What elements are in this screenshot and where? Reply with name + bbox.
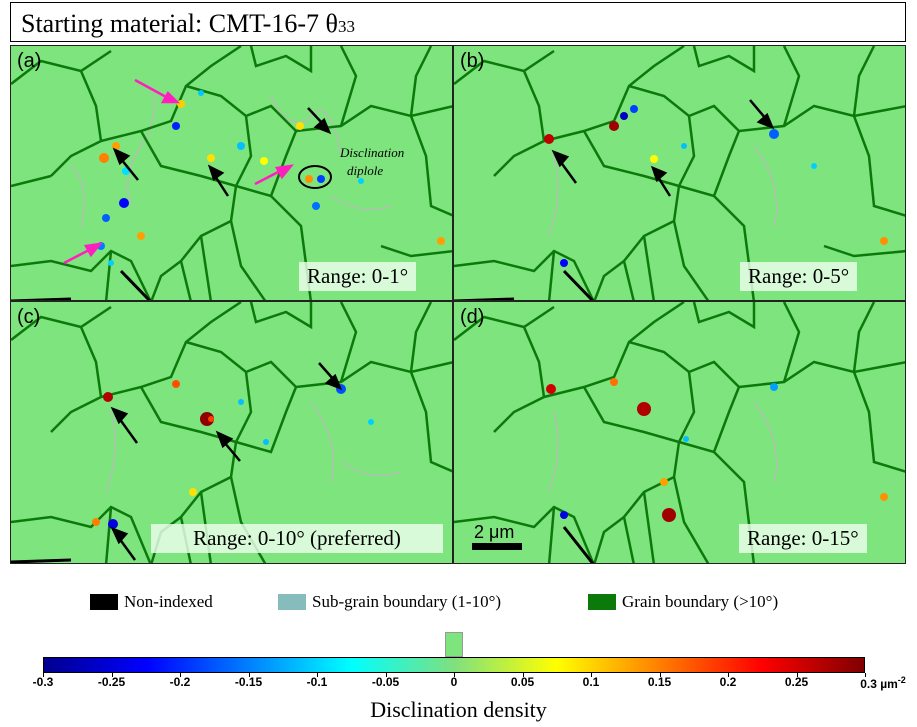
- figure-title-subscript: 33: [337, 17, 355, 36]
- colorbar-tick-mark: [111, 673, 113, 677]
- panel-b-range: Range: 0-5°: [740, 262, 858, 291]
- colorbar-tick-label: -0.25: [97, 675, 126, 689]
- colorbar-tick-label: -0.3: [32, 675, 54, 689]
- legend-grain-label: Grain boundary (>10°): [622, 592, 779, 611]
- colorbar-tick-mark: [180, 673, 181, 677]
- legend-sub-grain-label: Sub-grain boundary (1-10°): [312, 592, 502, 611]
- colorbar-tick-mark: [796, 673, 798, 677]
- panel-b-label: (b): [460, 50, 485, 72]
- colorbar: [43, 657, 865, 673]
- colorbar-label: Disclination density: [370, 697, 547, 722]
- colorbar-tick-mark: [317, 673, 318, 677]
- legend-non-indexed: Non-indexed: [90, 592, 213, 612]
- panel-c-range: Range: 0-10° (preferred): [151, 524, 443, 553]
- panel-c-label: (c): [17, 306, 41, 328]
- legend-sub-grain: Sub-grain boundary (1-10°): [278, 592, 501, 612]
- colorbar-tick-mark: [43, 673, 44, 677]
- colorbar-tick-value: 0.3: [860, 677, 881, 691]
- panel-a-range: Range: 0-1°: [299, 262, 417, 291]
- figure-title-main: Starting material: CMT-16-7 θ: [21, 9, 338, 38]
- colorbar-tick-label: -0.05: [371, 675, 400, 689]
- colorbar-tick-mark: [865, 673, 866, 677]
- panel-d-range: Range: 0-15°: [739, 524, 867, 553]
- panel-c: (c) Range: 0-10° (preferred): [10, 301, 453, 564]
- panel-d: 2 μm (d) Range: 0-15°: [453, 301, 906, 564]
- colorbar-tick-label: 0.05: [510, 675, 535, 689]
- figure-title: Starting material: CMT-16-7 θ33: [21, 9, 355, 39]
- colorbar-tick-label: 0.2: [719, 675, 737, 689]
- diplole-circle: [298, 165, 332, 189]
- colorbar-unit-exponent: -2: [897, 675, 906, 685]
- panel-a: Disclination diplole (a) Range: 0-1°: [10, 45, 453, 301]
- panel-b: (b) Range: 0-5°: [453, 45, 906, 301]
- scale-bar-label: 2 μm: [474, 522, 514, 542]
- swatch-non-indexed: [90, 594, 118, 610]
- colorbar-tick-label: 0.25: [784, 675, 809, 689]
- colorbar-tick-label: -0.15: [234, 675, 263, 689]
- colorbar-tick-label: 0.1: [582, 675, 600, 689]
- legend-grain: Grain boundary (>10°): [588, 592, 778, 612]
- colorbar-tick-label: 0.15: [647, 675, 672, 689]
- scale-bar: 2 μm: [472, 522, 522, 550]
- colorbar-tick-label: -0.1: [306, 675, 328, 689]
- colorbar-tick-mark: [454, 673, 455, 677]
- panel-a-label: (a): [17, 50, 42, 72]
- colorbar-tick-mark: [248, 673, 250, 677]
- colorbar-tick-mark: [728, 673, 729, 677]
- swatch-sub-grain: [278, 594, 306, 610]
- figure-title-bar: Starting material: CMT-16-7 θ33: [10, 2, 906, 42]
- colorbar-unit: µm: [880, 677, 898, 691]
- colorbar-tick-label: 0.3 µm-2: [860, 675, 906, 691]
- colorbar-tick-label: -0.2: [169, 675, 191, 689]
- panel-d-label: (d): [460, 306, 485, 328]
- diplole-label-line2: diplole: [347, 163, 383, 178]
- swatch-grain: [588, 594, 616, 610]
- colorbar-tick-mark: [591, 673, 592, 677]
- colorbar-tick-mark: [522, 673, 524, 677]
- colorbar-tick-mark: [659, 673, 661, 677]
- colorbar-tick-mark: [385, 673, 387, 677]
- legend-non-indexed-label: Non-indexed: [124, 592, 213, 611]
- panel-c-map: [11, 302, 452, 563]
- colorbar-zero-marker: [445, 632, 463, 657]
- colorbar-tick-label: 0: [450, 675, 458, 689]
- diplole-label-line1: Disclination: [339, 145, 404, 160]
- panel-d-map: 2 μm: [454, 302, 905, 563]
